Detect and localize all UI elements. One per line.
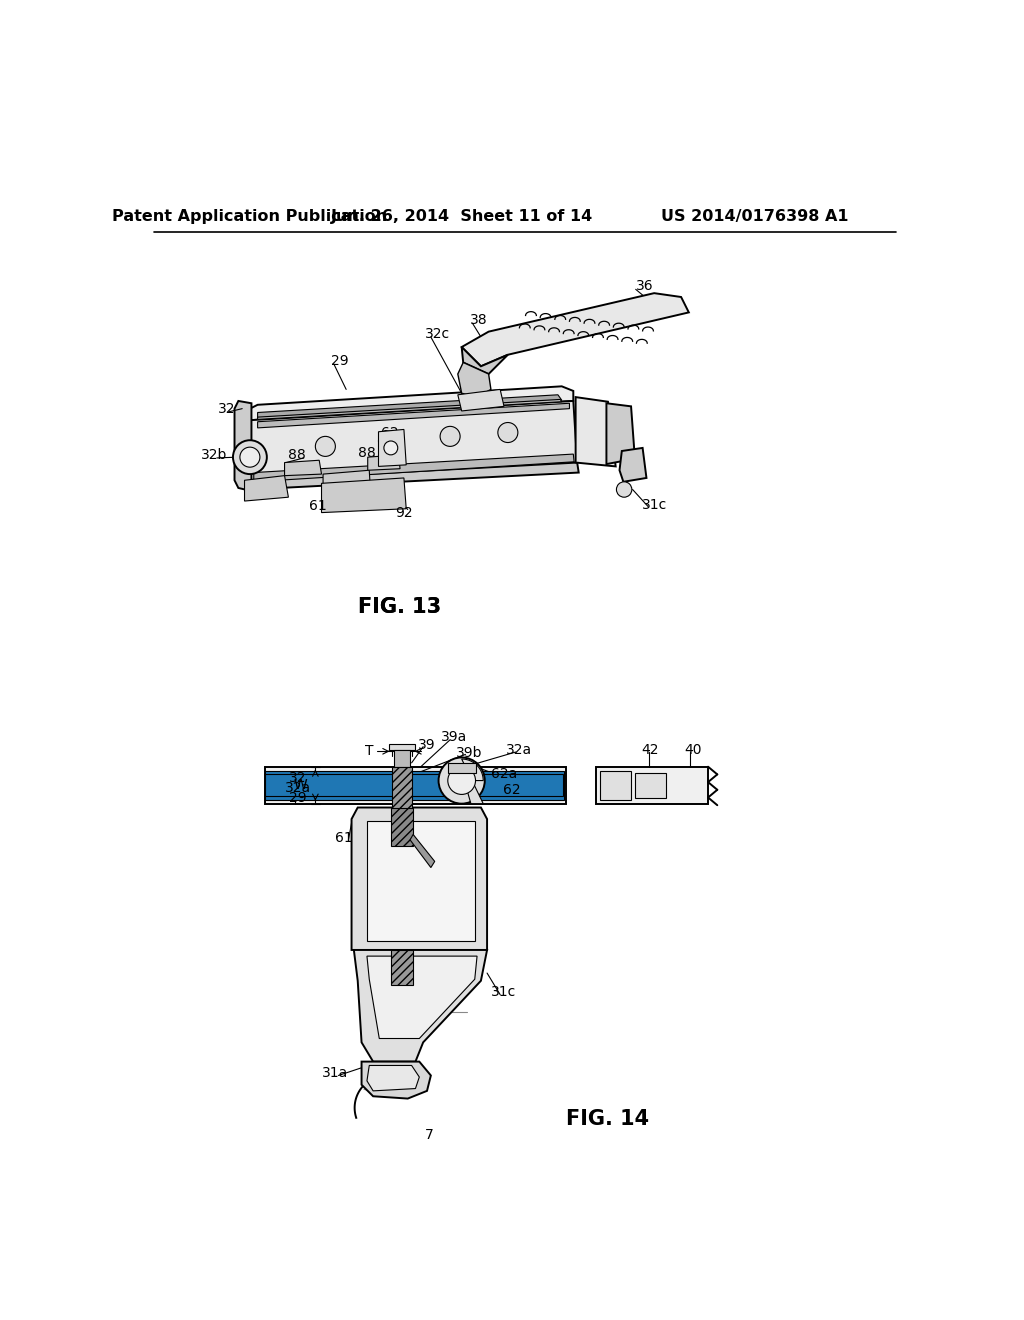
Text: 32a: 32a	[506, 743, 532, 756]
Polygon shape	[323, 470, 371, 502]
Polygon shape	[394, 813, 410, 833]
Text: 29: 29	[289, 791, 306, 804]
Polygon shape	[367, 821, 475, 941]
Polygon shape	[392, 767, 412, 813]
Polygon shape	[462, 759, 483, 804]
Polygon shape	[368, 455, 400, 470]
Polygon shape	[245, 475, 289, 502]
Text: 32a: 32a	[285, 781, 310, 795]
Circle shape	[315, 437, 336, 457]
Text: Jun. 26, 2014  Sheet 11 of 14: Jun. 26, 2014 Sheet 11 of 14	[331, 209, 593, 223]
Text: 39a: 39a	[441, 730, 467, 744]
Text: 31c: 31c	[641, 498, 667, 512]
Polygon shape	[351, 808, 487, 950]
Text: 88: 88	[288, 447, 306, 462]
Polygon shape	[265, 767, 565, 804]
Circle shape	[240, 447, 260, 467]
Polygon shape	[250, 462, 579, 490]
Polygon shape	[391, 808, 413, 846]
Polygon shape	[258, 400, 562, 420]
Polygon shape	[322, 478, 407, 512]
Circle shape	[438, 758, 484, 804]
Text: US 2014/0176398 A1: US 2014/0176398 A1	[660, 209, 848, 223]
Polygon shape	[410, 834, 435, 867]
Polygon shape	[367, 956, 477, 1039]
Polygon shape	[606, 404, 635, 465]
Text: 62: 62	[381, 426, 399, 441]
Circle shape	[498, 422, 518, 442]
Circle shape	[447, 767, 475, 795]
Polygon shape	[388, 743, 416, 750]
Polygon shape	[635, 774, 666, 797]
Circle shape	[379, 430, 398, 451]
Polygon shape	[391, 950, 413, 985]
Text: 32: 32	[218, 401, 236, 416]
Text: 32c: 32c	[425, 327, 450, 341]
Text: FIG. 13: FIG. 13	[358, 597, 441, 616]
Polygon shape	[254, 454, 574, 482]
Circle shape	[384, 441, 397, 455]
Polygon shape	[234, 401, 252, 491]
Polygon shape	[394, 750, 410, 767]
Polygon shape	[600, 771, 631, 800]
Circle shape	[233, 441, 267, 474]
Polygon shape	[596, 767, 708, 804]
Text: 39b: 39b	[456, 746, 482, 760]
Text: 42: 42	[642, 743, 659, 756]
Text: 39: 39	[418, 738, 436, 752]
Polygon shape	[462, 347, 508, 374]
Text: 62a: 62a	[490, 767, 517, 781]
Polygon shape	[462, 293, 689, 367]
Polygon shape	[458, 389, 504, 411]
Text: W: W	[293, 779, 307, 792]
Text: 36: 36	[636, 280, 653, 293]
Circle shape	[616, 482, 632, 498]
Polygon shape	[265, 775, 562, 796]
Polygon shape	[361, 1061, 431, 1098]
Text: 7: 7	[425, 1127, 434, 1142]
Text: 32b: 32b	[201, 447, 227, 462]
Text: 31c: 31c	[492, 985, 517, 999]
Text: Patent Application Publication: Patent Application Publication	[113, 209, 387, 223]
Text: 38: 38	[470, 313, 487, 327]
Text: 40: 40	[684, 743, 701, 756]
Text: 31a: 31a	[322, 1067, 348, 1080]
Polygon shape	[458, 363, 490, 397]
Polygon shape	[258, 395, 562, 418]
Text: 29: 29	[331, 354, 349, 368]
Text: 92: 92	[395, 506, 413, 520]
Text: FIG. 14: FIG. 14	[566, 1109, 649, 1130]
Polygon shape	[258, 404, 569, 428]
Polygon shape	[250, 401, 578, 480]
Text: 88: 88	[358, 446, 376, 459]
Text: 32: 32	[289, 771, 306, 785]
Polygon shape	[285, 461, 322, 475]
Polygon shape	[620, 447, 646, 482]
Text: 61: 61	[309, 499, 327, 513]
Polygon shape	[354, 950, 487, 1061]
Text: FIG. 13: FIG. 13	[358, 597, 441, 616]
Polygon shape	[367, 1065, 419, 1090]
Polygon shape	[447, 763, 475, 774]
Polygon shape	[575, 397, 615, 466]
Polygon shape	[250, 387, 573, 420]
Text: T: T	[365, 744, 374, 758]
Polygon shape	[265, 771, 564, 800]
Text: 62: 62	[503, 783, 520, 797]
Text: 61: 61	[335, 832, 352, 845]
Circle shape	[440, 426, 460, 446]
Polygon shape	[379, 429, 407, 466]
